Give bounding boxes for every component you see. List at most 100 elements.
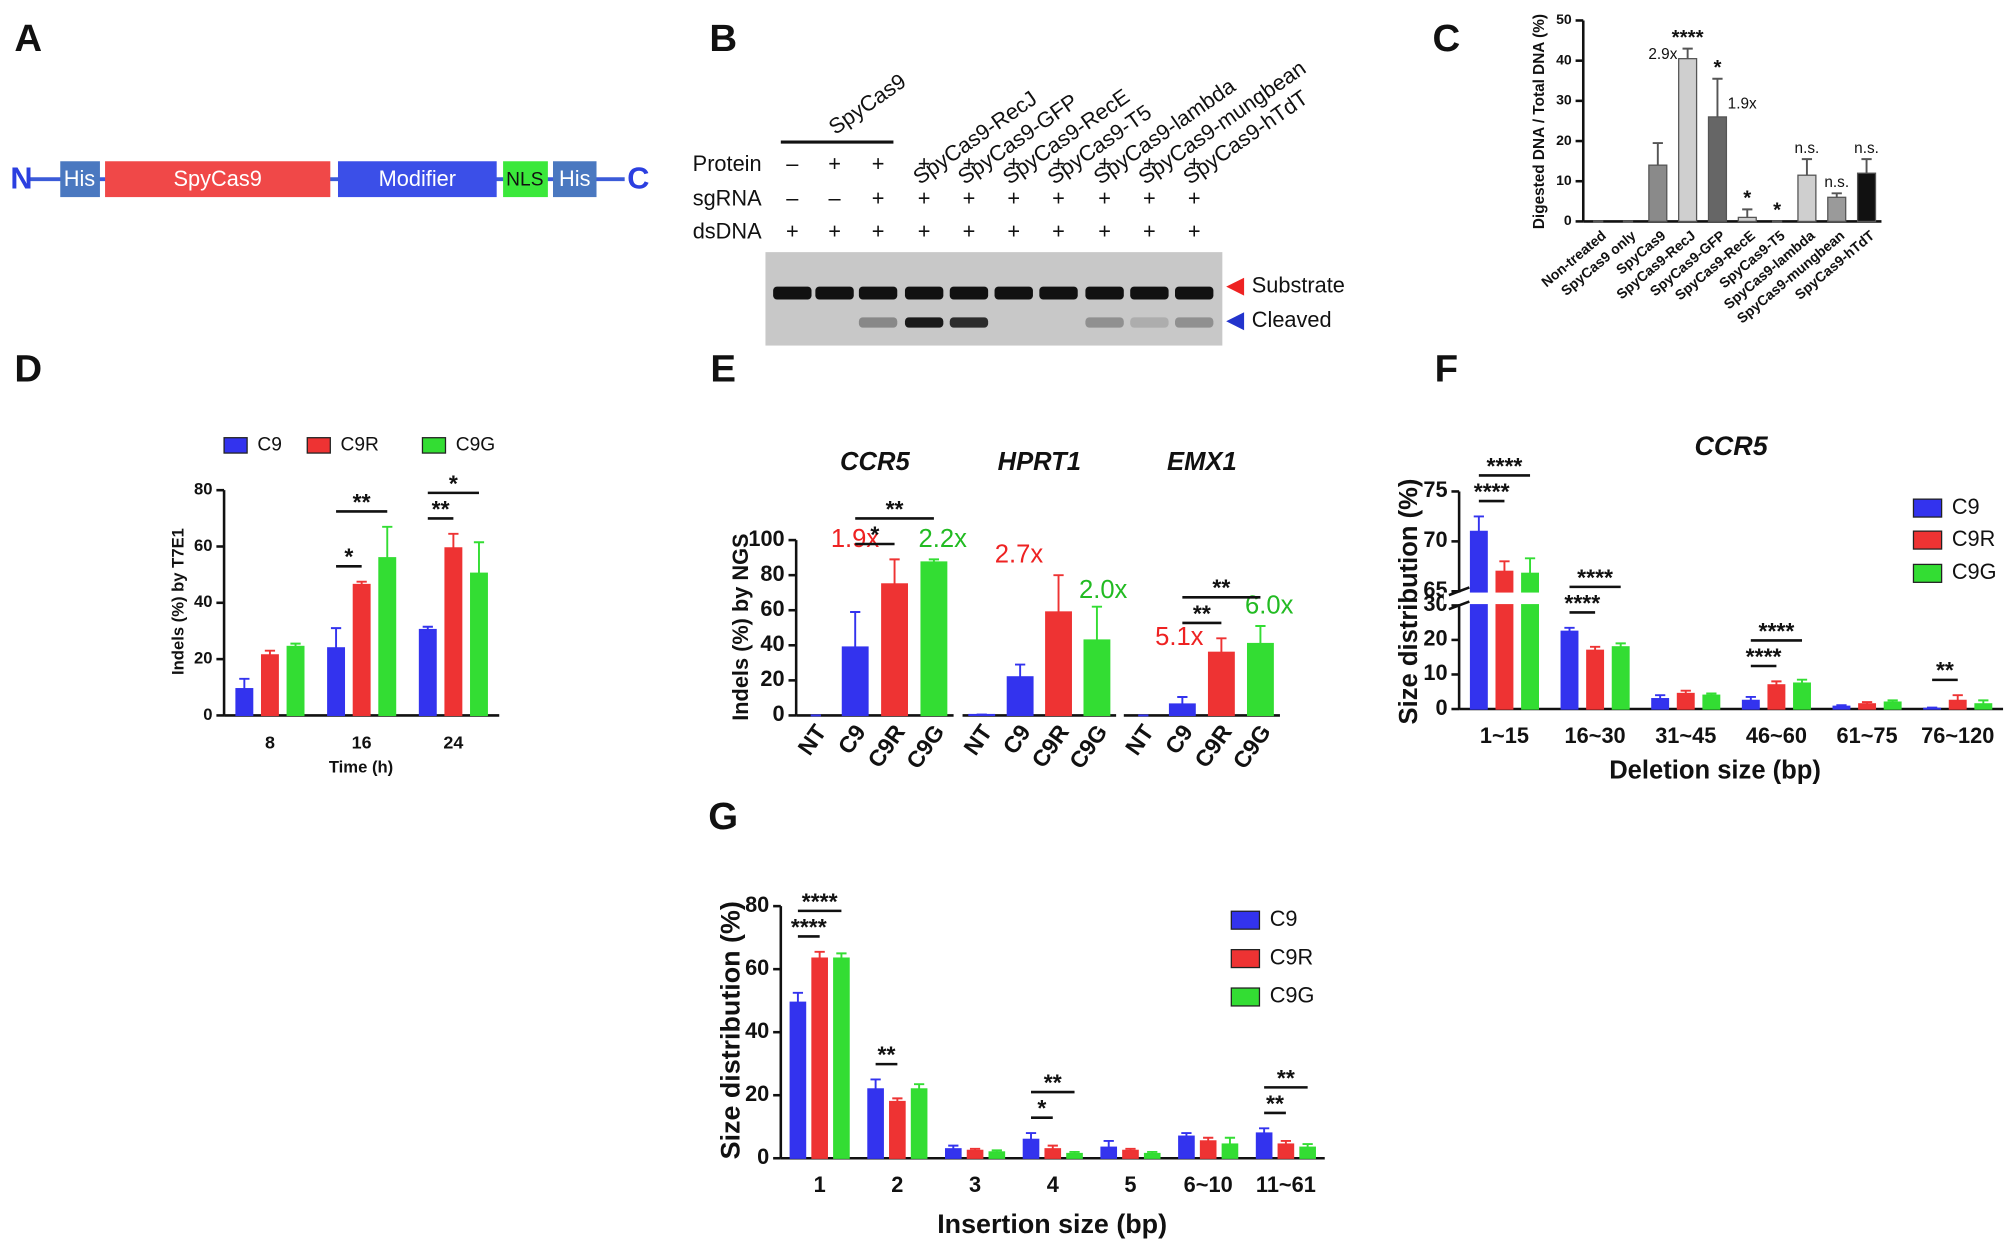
legend-label: C9 bbox=[257, 434, 282, 455]
bar bbox=[1651, 698, 1670, 710]
bar bbox=[1560, 630, 1579, 710]
y-tick-label: 100 bbox=[748, 526, 784, 551]
bar bbox=[1255, 1132, 1273, 1159]
row-sign: + bbox=[1052, 219, 1065, 244]
domain-box bbox=[337, 161, 497, 198]
significance-label: ** bbox=[1936, 657, 1954, 683]
annotation: 2.0x bbox=[1079, 576, 1128, 604]
legend-label: C9G bbox=[456, 434, 495, 455]
break-mark bbox=[1448, 600, 1470, 611]
panel-label: A bbox=[14, 17, 42, 60]
bar bbox=[944, 1148, 962, 1159]
error-bar bbox=[1771, 680, 1782, 685]
y-tick-label: 20 bbox=[1556, 132, 1572, 148]
row-sign: + bbox=[872, 151, 885, 176]
error-bar bbox=[1069, 1150, 1080, 1154]
bar bbox=[1207, 651, 1235, 717]
error-bar bbox=[1801, 158, 1813, 176]
gel-band bbox=[1130, 317, 1169, 328]
error-bar bbox=[969, 1147, 981, 1151]
legend-swatch bbox=[1912, 530, 1943, 550]
x-tick-label: 6~10 bbox=[1184, 1172, 1233, 1197]
bar bbox=[833, 957, 850, 1159]
significance-label: ** bbox=[1193, 600, 1211, 626]
bar bbox=[1737, 216, 1757, 223]
y-tick-label: 60 bbox=[745, 955, 769, 980]
legend-swatch bbox=[306, 437, 331, 454]
bar bbox=[1858, 703, 1877, 710]
y-tick-label: 50 bbox=[1556, 11, 1572, 27]
gel-band bbox=[1174, 286, 1214, 300]
significance-label: ** bbox=[1044, 1069, 1062, 1095]
error-bar bbox=[1952, 694, 1963, 701]
error-bar bbox=[1978, 699, 1989, 704]
row-label: sgRNA bbox=[693, 185, 762, 210]
error-bar bbox=[264, 649, 276, 655]
row-sign: – bbox=[786, 185, 799, 210]
annotation: 5.1x bbox=[1155, 623, 1204, 651]
axis-break bbox=[1443, 592, 2004, 605]
bar bbox=[1168, 703, 1196, 717]
significance-label: ** bbox=[1212, 575, 1230, 601]
error-bar bbox=[1025, 1132, 1037, 1140]
error-bar bbox=[1259, 1127, 1270, 1134]
annotation: * bbox=[1773, 199, 1781, 222]
x-tick-label: C9G bbox=[1227, 720, 1275, 774]
y-axis-label: Indels (%) by T7E1 bbox=[169, 528, 188, 675]
x-axis-label: Deletion size (bp) bbox=[1609, 757, 1821, 785]
bar bbox=[1707, 116, 1728, 223]
error-bar bbox=[1927, 706, 1938, 709]
row-sign: + bbox=[1188, 185, 1201, 210]
annotation: n.s. bbox=[1795, 140, 1820, 157]
legend-label: C9R bbox=[1270, 944, 1314, 969]
significance-label: **** bbox=[1746, 643, 1782, 669]
bar bbox=[789, 1001, 807, 1159]
gel-band bbox=[994, 286, 1033, 300]
row-sign: + bbox=[963, 151, 976, 176]
significance-label: * bbox=[1037, 1095, 1046, 1121]
chart-title: CCR5 bbox=[1695, 431, 1769, 461]
annotation: n.s. bbox=[1824, 174, 1849, 191]
x-tick-label: C9R bbox=[1026, 719, 1074, 772]
x-tick-label: 46~60 bbox=[1746, 723, 1807, 748]
bar bbox=[1178, 1135, 1195, 1159]
domain-label: His bbox=[559, 166, 591, 191]
error-bar bbox=[914, 1083, 925, 1089]
significance-label: ** bbox=[1266, 1090, 1284, 1116]
error-bar bbox=[814, 950, 825, 959]
error-bar bbox=[1125, 1147, 1136, 1151]
bar bbox=[811, 957, 828, 1159]
bar bbox=[1143, 1152, 1161, 1159]
bar bbox=[1678, 58, 1698, 223]
significance-label: **** bbox=[1758, 618, 1794, 644]
gel-band bbox=[1085, 317, 1124, 328]
bar bbox=[1495, 570, 1514, 710]
y-tick-label: 20 bbox=[1423, 626, 1447, 651]
row-sign: + bbox=[963, 219, 976, 244]
panel-label: F bbox=[1435, 347, 1458, 390]
domain-label: SpyCas9 bbox=[174, 166, 262, 191]
error-bar bbox=[1589, 645, 1601, 651]
error-bar bbox=[991, 1149, 1002, 1152]
panel-label: D bbox=[14, 347, 42, 390]
error-bar bbox=[356, 580, 367, 585]
y-tick-label: 0 bbox=[773, 701, 785, 726]
significance-label: ** bbox=[353, 489, 371, 515]
x-tick-label: 76~120 bbox=[1921, 723, 1994, 748]
row-sign: + bbox=[1052, 151, 1065, 176]
significance-label: ** bbox=[886, 496, 904, 522]
bar bbox=[1246, 642, 1274, 717]
y-tick-label: 80 bbox=[745, 892, 769, 917]
bar bbox=[988, 1151, 1006, 1159]
x-tick-label: 8 bbox=[265, 732, 275, 752]
annotation: 1.9x bbox=[831, 525, 880, 553]
row-sign: + bbox=[1188, 219, 1201, 244]
y-tick-label: 60 bbox=[760, 596, 784, 621]
y-tick-label: 30 bbox=[1423, 591, 1447, 616]
y-tick-label: 70 bbox=[1423, 527, 1447, 552]
error-bar bbox=[1280, 1139, 1292, 1145]
legend-label: C9G bbox=[1270, 983, 1315, 1008]
y-tick-label: 0 bbox=[203, 705, 212, 724]
significance-label: ** bbox=[1277, 1065, 1295, 1091]
gel-band bbox=[949, 286, 989, 300]
